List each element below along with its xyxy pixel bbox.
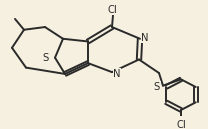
Text: Cl: Cl [176, 120, 186, 129]
Text: N: N [113, 69, 121, 79]
Text: S: S [154, 82, 160, 92]
Text: S: S [43, 53, 49, 63]
Text: Cl: Cl [107, 5, 117, 15]
Text: N: N [141, 33, 149, 43]
